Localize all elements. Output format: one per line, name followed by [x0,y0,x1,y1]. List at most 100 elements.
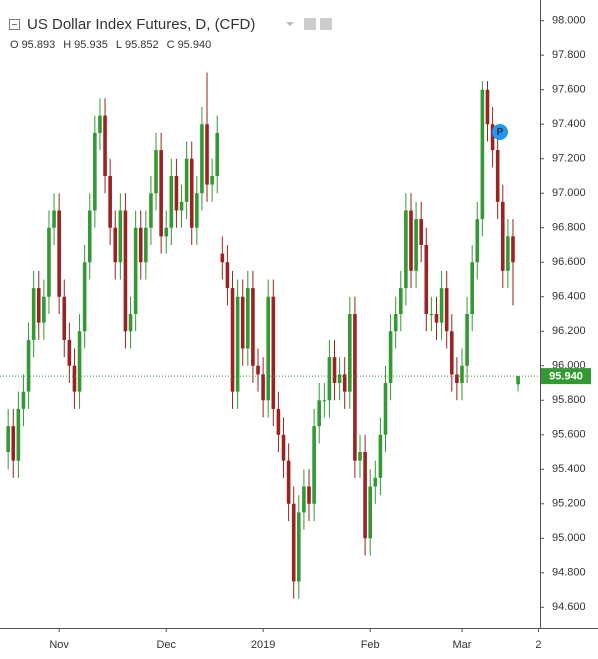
candle-body [128,314,133,332]
candle-body [434,314,439,323]
ohlc-value: 95.935 [74,39,108,51]
y-tick-label: 95.200 [552,498,586,510]
candle-body [77,331,82,392]
candle-body [414,219,418,271]
y-tick-label: 97.000 [552,187,586,199]
candle-body [144,227,148,263]
candle-body [276,408,281,435]
candle-body [189,158,194,228]
ohlc-key: H [63,39,71,51]
candle-body [52,210,56,228]
x-tick-label: Feb [361,639,380,651]
candle-body [348,314,352,392]
y-tick-label: 95.000 [552,532,586,544]
candle-body [21,391,26,409]
candle-body [393,314,398,332]
candle-body [332,357,337,384]
candle-body [470,262,474,314]
candle-body [286,460,291,504]
candle-body [302,486,306,513]
candle-body [266,296,271,401]
event-marker[interactable] [492,124,508,140]
candle-body [118,210,123,263]
candle-body [378,434,383,478]
candle-body [169,175,174,228]
candle-body [398,288,403,314]
candle-body [184,158,189,202]
ohlc-header: O 95.893 H 95.935 L 95.852 C 95.940 [10,39,211,51]
candle-body [36,288,41,323]
last-price-label: 95.940 [549,371,583,383]
candle-body [485,89,490,125]
candle-body [174,175,179,211]
candle-body [11,426,16,461]
candle-body [82,262,87,332]
candle-body [57,210,61,297]
y-tick-label: 94.600 [552,601,586,613]
title-dropdown[interactable] [286,22,294,26]
candle-body [210,175,214,185]
candle-body [429,314,434,315]
candle-body [281,434,286,461]
y-tick-label: 95.800 [552,394,586,406]
candle-body [419,219,423,245]
candle-body [240,296,245,349]
candle-body [490,124,495,151]
ohlc-key: O [10,39,19,51]
candle-body [195,193,199,228]
candle-body [31,288,36,340]
candle-body [511,236,515,263]
candle-body [373,477,378,487]
candle-body [409,210,413,271]
candle-body [200,124,204,194]
collapse-icon[interactable] [9,19,20,30]
candle-body [307,486,311,504]
candle-body [26,339,31,392]
candle-body [297,512,301,582]
candle-body [87,210,92,263]
candle-body [138,227,143,263]
y-tick-label: 98.000 [552,15,586,27]
candle-body [358,452,362,461]
y-tick-label: 97.800 [552,49,586,61]
candle-body [424,244,429,314]
candle-body [291,503,296,582]
y-tick-label: 95.600 [552,429,586,441]
candle-body [205,124,209,185]
y-tick-label: 96.600 [552,256,586,268]
candle-body [261,374,265,401]
candle-body [6,426,10,453]
candle-body [383,383,388,435]
settings-icon[interactable] [304,18,316,30]
candle-body [215,132,220,176]
candle-body [465,314,469,366]
y-tick-label: 96.800 [552,222,586,234]
candle-body [317,400,322,427]
y-tick-label: 94.800 [552,567,586,579]
candle-body [164,227,169,237]
candle-body [179,201,184,211]
settings-icon[interactable] [320,18,332,30]
candle-body [475,219,480,263]
candle-body [312,426,316,504]
y-tick-label: 97.200 [552,153,586,165]
candle-body [444,288,449,332]
candle-body [72,365,77,392]
candle-body [103,115,107,176]
candle-body [480,89,485,220]
candle-body [98,115,102,133]
candle-body [495,150,500,202]
ohlc-value: 95.940 [178,39,212,51]
candle-body [225,262,230,289]
candle-body [108,175,112,228]
last-price-box [541,368,591,385]
candle-body [327,357,332,401]
ohlc-key: L [116,39,122,51]
candle-body [353,314,357,461]
candle-body [47,227,51,297]
candle-body [16,408,21,461]
candle-body [368,486,372,539]
ohlc-value: 95.852 [125,39,159,51]
